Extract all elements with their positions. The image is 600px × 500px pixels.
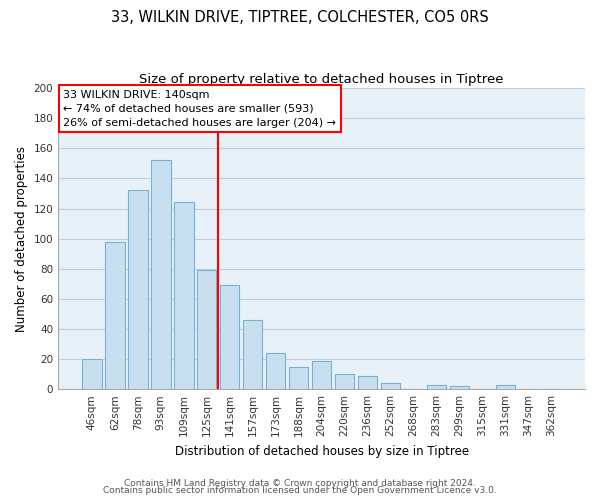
Bar	[128, 190, 148, 389]
Bar	[197, 270, 217, 389]
Bar	[496, 384, 515, 389]
Bar	[449, 386, 469, 389]
Bar	[381, 383, 400, 389]
Bar	[335, 374, 355, 389]
Bar	[266, 353, 286, 389]
Bar	[312, 360, 331, 389]
Bar	[174, 202, 194, 389]
X-axis label: Distribution of detached houses by size in Tiptree: Distribution of detached houses by size …	[175, 444, 469, 458]
Bar	[151, 160, 170, 389]
Bar	[289, 366, 308, 389]
Text: Contains HM Land Registry data © Crown copyright and database right 2024.: Contains HM Land Registry data © Crown c…	[124, 478, 476, 488]
Bar	[220, 286, 239, 389]
Bar	[82, 359, 101, 389]
Title: Size of property relative to detached houses in Tiptree: Size of property relative to detached ho…	[139, 72, 504, 86]
Y-axis label: Number of detached properties: Number of detached properties	[15, 146, 28, 332]
Bar	[243, 320, 262, 389]
Text: 33, WILKIN DRIVE, TIPTREE, COLCHESTER, CO5 0RS: 33, WILKIN DRIVE, TIPTREE, COLCHESTER, C…	[111, 10, 489, 25]
Bar	[105, 242, 125, 389]
Bar	[358, 376, 377, 389]
Text: 33 WILKIN DRIVE: 140sqm
← 74% of detached houses are smaller (593)
26% of semi-d: 33 WILKIN DRIVE: 140sqm ← 74% of detache…	[64, 90, 337, 128]
Text: Contains public sector information licensed under the Open Government Licence v3: Contains public sector information licen…	[103, 486, 497, 495]
Bar	[427, 384, 446, 389]
